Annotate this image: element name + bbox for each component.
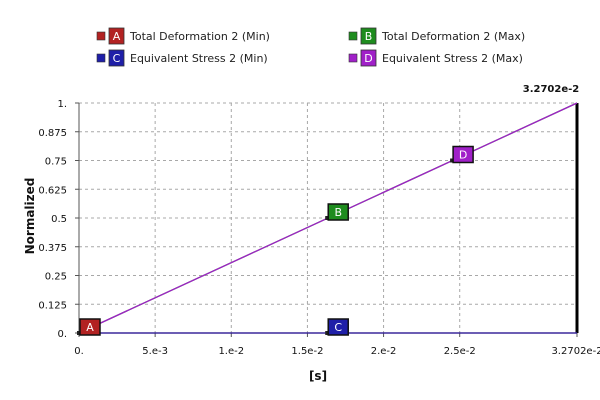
legend-swatch-a bbox=[96, 31, 106, 41]
legend-label-c: Equivalent Stress 2 (Min) bbox=[130, 52, 268, 65]
x-tick-label-4: 2.e-2 bbox=[371, 346, 397, 357]
series-marker-letter-b: B bbox=[334, 206, 342, 219]
y-tick-label-8: 1. bbox=[57, 99, 67, 110]
legend-swatch-d bbox=[348, 53, 358, 63]
y-tick-label-1: 0.125 bbox=[38, 300, 67, 311]
legend-swatch-b bbox=[348, 31, 358, 41]
end-value-label: 3.2702e-2 bbox=[523, 84, 580, 95]
series-point-d bbox=[450, 158, 455, 163]
legend-label-b: Total Deformation 2 (Max) bbox=[381, 30, 525, 43]
x-tick-label-6: 3.2702e-2 bbox=[551, 346, 600, 357]
legend-swatch-c bbox=[96, 53, 106, 63]
y-axis-title: Normalized bbox=[23, 178, 37, 255]
legend-label-a: Total Deformation 2 (Min) bbox=[129, 30, 270, 43]
y-tick-label-2: 0.25 bbox=[45, 272, 67, 283]
series-marker-d bbox=[452, 145, 474, 164]
x-tick-label-3: 1.5e-2 bbox=[291, 346, 323, 357]
grid bbox=[79, 102, 577, 333]
x-tick-label-0: 0. bbox=[74, 346, 84, 357]
x-tick-label-2: 1.e-2 bbox=[218, 346, 244, 357]
legend-badge-d bbox=[360, 49, 377, 67]
y-tick-label-6: 0.75 bbox=[45, 157, 67, 168]
series-marker-letter-d: D bbox=[459, 149, 467, 162]
series-marker-c bbox=[327, 318, 349, 336]
x-axis-title: [s] bbox=[309, 369, 327, 383]
legend-letter-c: C bbox=[113, 52, 121, 65]
x-tick-label-1: 5.e-3 bbox=[142, 346, 168, 357]
series-markers: A B C D bbox=[77, 145, 474, 336]
legend-badge-c bbox=[108, 49, 125, 67]
legend-label-d: Equivalent Stress 2 (Max) bbox=[382, 52, 523, 65]
legend-letter-b: B bbox=[365, 30, 373, 43]
y-tick-label-4: 0.5 bbox=[51, 214, 67, 225]
y-tick-label-7: 0.875 bbox=[38, 128, 67, 139]
y-tick-label-3: 0.375 bbox=[38, 243, 67, 254]
series-marker-b bbox=[327, 203, 349, 221]
series-marker-letter-a: A bbox=[86, 321, 94, 334]
y-tick-label-5: 0.625 bbox=[38, 185, 67, 196]
series-point-c bbox=[325, 331, 330, 335]
y-tick-label-0: 0. bbox=[57, 329, 67, 340]
legend-badge-b bbox=[360, 27, 377, 45]
legend: A Total Deformation 2 (Min) B Total Deforma… bbox=[96, 27, 525, 67]
series-marker-letter-c: C bbox=[334, 321, 342, 334]
legend-letter-a: A bbox=[113, 30, 121, 43]
series-point-b bbox=[325, 216, 330, 220]
series-marker-a bbox=[79, 318, 101, 336]
tick-labels: 0. 0.125 0.25 0.375 0.5 0.625 0.75 0.875 1. 0. 5.e… bbox=[38, 99, 600, 357]
x-tick-label-5: 2.5e-2 bbox=[444, 346, 476, 357]
legend-badge-a bbox=[108, 27, 125, 45]
legend-letter-d: D bbox=[364, 52, 372, 65]
series-point-a bbox=[77, 331, 81, 335]
